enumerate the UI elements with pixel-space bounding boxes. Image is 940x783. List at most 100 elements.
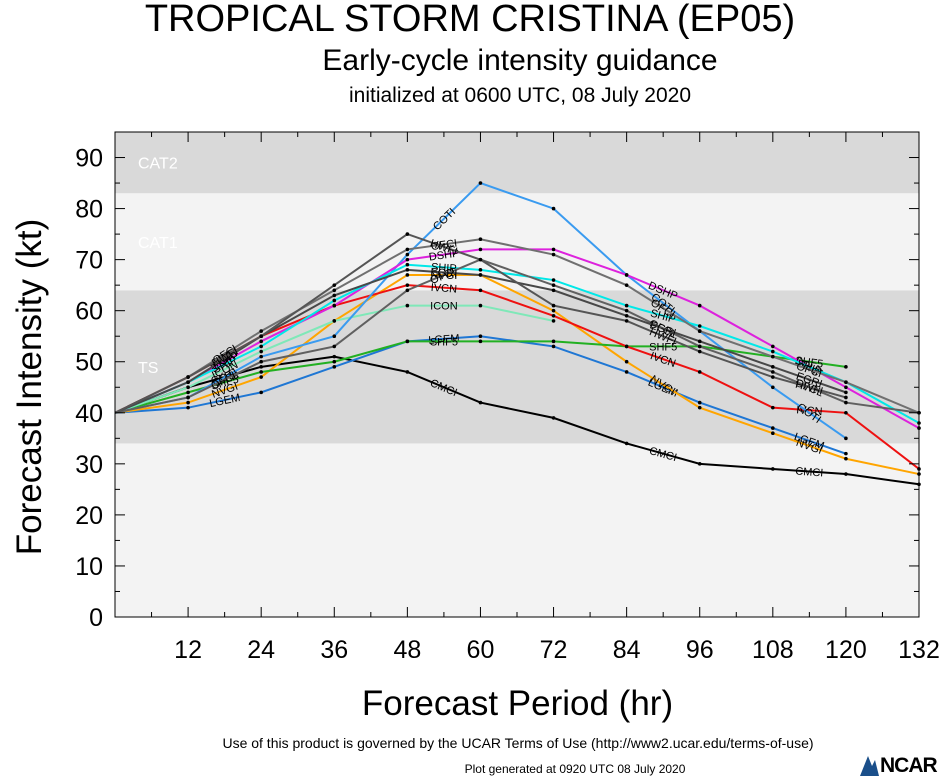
data-point-nvgi [771, 431, 775, 436]
data-point-hwfi [844, 395, 848, 400]
data-point-dshp [551, 247, 556, 252]
series-line-cmci [114, 355, 920, 486]
data-point-lgem [332, 365, 337, 369]
data-point-ofcl [551, 283, 556, 287]
data-point-hwfi [405, 232, 410, 236]
data-point-coti [478, 181, 483, 185]
data-point-nvgi [186, 400, 190, 405]
data-point-ivcn [478, 288, 483, 293]
data-point-dshp [771, 344, 775, 349]
x-tick-label: 36 [320, 636, 348, 664]
series-label-dshp: DSHP [428, 247, 460, 263]
data-point-ship [771, 349, 775, 354]
data-point-egri [624, 313, 629, 318]
data-point-hwfi [186, 375, 190, 379]
data-point-dshp [332, 303, 337, 308]
data-point-ivcn [697, 370, 702, 374]
data-point-coti [771, 385, 775, 390]
data-point-cmci [844, 472, 848, 476]
series-label-group: CMCI [795, 466, 824, 480]
generated-time: Plot generated at 0920 UTC 08 July 2020 [464, 762, 686, 776]
data-point-hwfi [478, 257, 483, 262]
y-tick-label: 30 [75, 451, 103, 479]
y-tick-label: 90 [75, 145, 103, 173]
data-point-shf5 [186, 390, 190, 395]
plot-background [115, 443, 919, 617]
data-point-lgem [551, 344, 556, 349]
data-point-shf5 [551, 339, 556, 344]
data-point-icon [186, 385, 190, 390]
initialized-time: initialized at 0600 UTC, 08 July 2020 [348, 84, 692, 107]
data-point-dshp [844, 385, 848, 390]
data-point-coti [551, 206, 556, 211]
data-point-egri [332, 293, 337, 298]
data-point-cmci [478, 400, 483, 405]
series-line-ship [114, 263, 920, 424]
data-point-ofcl [186, 395, 190, 400]
series-label-group: ICON [430, 301, 458, 313]
data-point-ship [624, 303, 629, 308]
data-point-hwfi [332, 283, 337, 287]
y-tick-label: 80 [75, 196, 103, 224]
data-point-cmci [551, 416, 556, 420]
series-label-group: IVCN [430, 282, 457, 296]
band-label-ts: TS [138, 360, 158, 377]
data-point-ofci [478, 237, 483, 242]
series-label-lgem: LGEM [428, 333, 460, 347]
series-label-group: LGEM [428, 333, 460, 347]
data-point-ofcl [844, 400, 848, 405]
data-point-cmci [771, 467, 775, 471]
series-line-dshp [114, 248, 920, 429]
data-point-ofcl [405, 288, 410, 293]
data-point-shf5 [332, 359, 337, 364]
data-point-nvgi [551, 308, 556, 313]
data-point-lgem [186, 405, 190, 410]
data-point-ofcl [259, 359, 263, 364]
data-point-cmci [405, 370, 410, 374]
x-tick-label: 120 [825, 636, 867, 664]
data-point-ofci [405, 247, 410, 252]
series-label-egri: EGRI [430, 266, 458, 280]
data-point-ship [478, 268, 483, 272]
chart-subtitle: Early-cycle intensity guidance [322, 44, 718, 77]
ncar-logo-icon [860, 756, 879, 776]
data-point-ofci [844, 380, 848, 384]
data-point-icon [551, 319, 556, 323]
data-point-egri [478, 273, 483, 277]
data-point-ivcn [844, 410, 848, 415]
band-label-cat1: CAT1 [138, 235, 178, 252]
x-tick-label: 24 [247, 636, 275, 664]
data-point-ship [551, 278, 556, 282]
x-tick-label: 60 [467, 636, 495, 664]
data-point-cmci [624, 441, 629, 446]
series-label-shf5: SHF5 [649, 341, 677, 353]
data-point-ship [405, 262, 410, 267]
data-point-egri [186, 380, 190, 384]
data-point-coti [844, 436, 848, 441]
data-point-egri [844, 390, 848, 395]
data-point-lgem [844, 451, 848, 456]
data-point-cmci [259, 365, 263, 369]
data-point-ofcl [697, 344, 702, 349]
y-tick-label: 60 [75, 298, 103, 326]
data-point-shf5 [259, 370, 263, 374]
series-line-ofcl [114, 258, 920, 414]
data-point-cmci [332, 354, 337, 359]
data-point-ofci [259, 329, 263, 333]
data-point-lgem [697, 400, 702, 405]
series-label-shf5: SHF5 [430, 336, 458, 348]
ncar-logo: NCAR [858, 752, 940, 780]
chart-title: TROPICAL STORM CRISTINA (EP05) [144, 0, 796, 40]
y-tick-label: 0 [89, 604, 103, 632]
data-point-ship [259, 344, 263, 349]
data-point-egri [551, 288, 556, 293]
data-point-nvgi [259, 375, 263, 379]
data-point-ofcl [771, 370, 775, 374]
data-point-egri [697, 339, 702, 344]
data-point-icon [259, 349, 263, 354]
x-tick-label: 72 [540, 636, 568, 664]
x-tick-label: 108 [752, 636, 794, 664]
data-point-hwfi [771, 375, 775, 379]
data-point-nvgi [405, 273, 410, 277]
